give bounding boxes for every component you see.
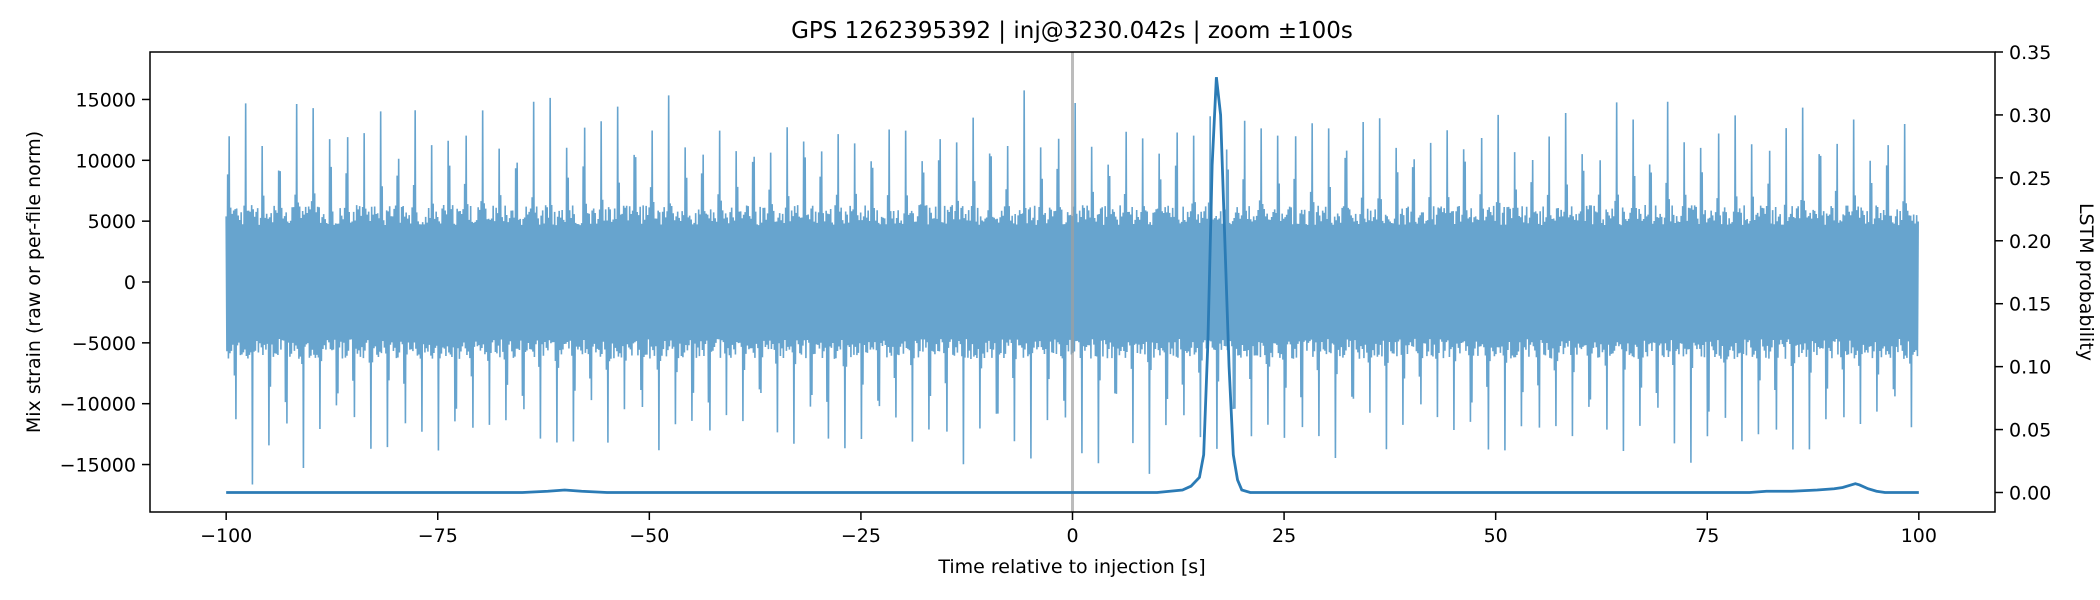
chart-title: GPS 1262395392 | inj@3230.042s | zoom ±1… — [791, 18, 1353, 44]
y-left-tick-label: 5000 — [88, 211, 136, 233]
y-right-tick-label: 0.15 — [2009, 294, 2051, 316]
y-axis-label-right: LSTM probability — [2075, 203, 2097, 361]
plot-area: −100 −75 −50 −25 0 25 50 75 100 −15000 −10000 −5000… — [60, 42, 2052, 547]
x-tick-label: −100 — [200, 525, 252, 547]
x-tick-label: −25 — [841, 525, 881, 547]
x-tick-label: 25 — [1272, 525, 1296, 547]
x-tick-label: −50 — [629, 525, 669, 547]
y-left-tick-label: −10000 — [60, 394, 136, 416]
y-axis-label-left: Mix strain (raw or per-file norm) — [23, 131, 45, 433]
y-right-tick-label: 0.20 — [2009, 231, 2051, 253]
y-left-tick-label: −15000 — [60, 455, 136, 477]
y-right-tick-label: 0.30 — [2009, 105, 2051, 127]
lstm-probability-line — [226, 77, 1919, 494]
x-tick-label: 100 — [1901, 525, 1937, 547]
y-left-tick-label: 0 — [124, 272, 136, 294]
y-right-tick-label: 0.35 — [2009, 42, 2051, 64]
y-left-tick-label: 10000 — [76, 150, 136, 172]
x-tick-label: 75 — [1695, 525, 1719, 547]
y-right-tick-label: 0.25 — [2009, 168, 2051, 190]
y-right-tick-label: 0.05 — [2009, 420, 2051, 442]
x-tick-label: −75 — [418, 525, 458, 547]
x-axis-label: Time relative to injection [s] — [937, 556, 1205, 578]
y-left-tick-label: −5000 — [72, 333, 136, 355]
x-tick-label: 0 — [1066, 525, 1078, 547]
y-left-tick-label: 15000 — [76, 89, 136, 111]
y-right-tick-label: 0.00 — [2009, 482, 2051, 504]
x-tick-label: 50 — [1484, 525, 1508, 547]
y-right-tick-label: 0.10 — [2009, 357, 2051, 379]
